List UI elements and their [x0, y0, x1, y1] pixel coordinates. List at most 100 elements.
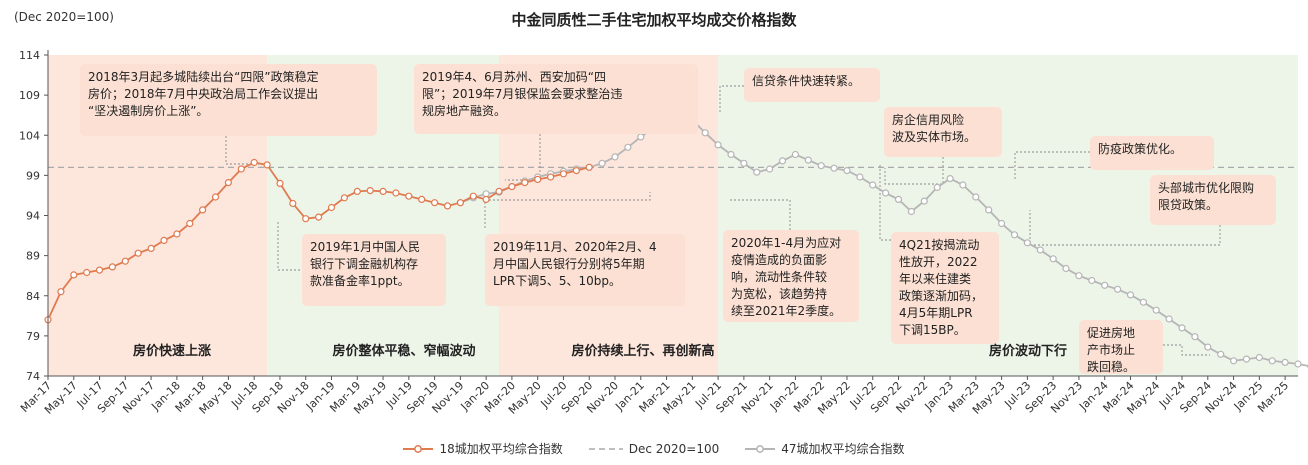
- series-point-1-32: [869, 181, 877, 189]
- series-point-1-38: [946, 175, 954, 183]
- chart-title: 中金同质性二手住宅加权平均成交价格指数: [511, 11, 797, 29]
- annotation-line-2-2: 规房地产融资。: [422, 103, 506, 118]
- series-point-0-16: [250, 158, 258, 167]
- series-point-1-53: [1139, 298, 1148, 306]
- series-point-0-2: [70, 271, 78, 279]
- annotation-line-5-1: 疫情造成的负面影: [731, 252, 827, 267]
- annotation-leader-0: [225, 136, 266, 165]
- series-point-0-19: [289, 199, 297, 208]
- phase-label-3: 房价波动下行: [989, 343, 1067, 359]
- series-point-1-61: [1242, 355, 1251, 363]
- annotation-leader-3: [484, 192, 651, 228]
- series-point-1-39: [959, 181, 967, 189]
- series-point-1-33: [881, 189, 890, 197]
- series-point-1-58: [1204, 343, 1212, 351]
- series-point-0-39: [546, 173, 555, 181]
- y-tick-label-7: 109: [19, 89, 40, 102]
- annotation-leader-5: [730, 199, 791, 230]
- series-point-0-11: [186, 219, 194, 228]
- series-point-1-56: [1178, 324, 1186, 332]
- series-point-0-33: [469, 192, 477, 200]
- annotation-line-0-1: 房价；2018年7月中央政治局工作会议提出: [88, 86, 318, 101]
- series-point-1-34: [894, 195, 903, 203]
- legend-swatch-47: [745, 444, 776, 453]
- series-point-0-13: [211, 193, 220, 201]
- series-point-0-4: [95, 266, 104, 274]
- legend-item-18: 18城加权平均综合指数: [403, 440, 563, 457]
- series-point-1-30: [843, 167, 851, 175]
- annotation-line-1-0: 2019年1月中国人民: [310, 239, 420, 254]
- series-point-0-35: [495, 187, 503, 195]
- series-point-1-20: [714, 141, 722, 149]
- series-point-0-8: [147, 244, 155, 252]
- annotation-line-9-0: 头部城市优化限购: [1158, 180, 1254, 195]
- legend-label-ref: Dec 2020=100: [628, 441, 720, 456]
- series-point-0-32: [456, 199, 464, 207]
- series-point-0-1: [57, 288, 65, 296]
- annotation-box-0: [80, 64, 377, 136]
- series-point-1-65: [1294, 360, 1302, 368]
- series-point-1-57: [1191, 333, 1199, 341]
- annotation-3: 2019年11月、2020年2月、4 月中国人民银行分别将5年期 LPR下调5、5、…: [485, 234, 685, 306]
- legend: 18城加权平均综合指数 Dec 2020=100 47城加权平均综合指数: [0, 440, 1308, 457]
- series-point-1-54: [1152, 306, 1160, 314]
- annotation-line-3-1: 月中国人民银行分别将5年期: [493, 256, 645, 271]
- annotation-leader-9: [1029, 210, 1221, 246]
- annotation-line-7-2: 年以来住建类: [899, 272, 971, 286]
- annotation-line-10-2: 跌回稳。: [1087, 359, 1135, 374]
- annotation-0: 2018年3月起多城陆续出台“四限”政策稳定房价；2018年7月中央政治局工作会…: [80, 64, 377, 136]
- annotation-line-5-4: 续至2021年2季度。: [731, 303, 841, 318]
- series-point-1-51: [1113, 285, 1122, 293]
- annotation-line-1-1: 银行下调金融机构存: [310, 256, 418, 271]
- series-point-0-30: [431, 199, 439, 207]
- series-point-0-15: [237, 165, 245, 173]
- series-point-0-25: [366, 187, 374, 195]
- series-point-0-18: [276, 179, 284, 187]
- series-point-1-27: [804, 156, 812, 164]
- series-point-0-24: [353, 187, 361, 195]
- annotation-box-3: [485, 234, 685, 306]
- series-point-1-40: [972, 193, 980, 201]
- series-point-1-59: [1217, 350, 1225, 358]
- unit-label: (Dec 2020=100): [14, 10, 114, 24]
- annotation-leader-8: [1014, 151, 1090, 180]
- series-point-1-44: [1023, 239, 1032, 247]
- series-point-0-22: [327, 203, 336, 212]
- annotation-line-5-3: 为宽松，该趋势持: [731, 286, 827, 301]
- series-point-1-12: [611, 153, 619, 161]
- annotation-leader-10: [1163, 344, 1210, 356]
- annotation-line-9-1: 限贷政策。: [1158, 198, 1218, 212]
- series-point-1-24: [765, 165, 774, 173]
- annotation-box-5: [723, 230, 859, 322]
- annotation-line-3-0: 2019年11月、2020年2月、4: [493, 240, 657, 254]
- annotation-line-0-2: “坚决遏制房价上涨”。: [88, 103, 208, 118]
- annotation-line-8-0: 防疫政策优化。: [1098, 141, 1182, 156]
- annotation-leader-1: [277, 222, 300, 271]
- series-point-1-41: [985, 206, 993, 214]
- series-point-1-22: [740, 159, 748, 167]
- series-point-0-14: [224, 179, 232, 187]
- annotation-8: 防疫政策优化。: [1090, 136, 1214, 170]
- series-point-0-23: [340, 194, 348, 202]
- legend-swatch-18: [403, 444, 434, 453]
- annotation-line-5-0: 2020年1-4月为应对: [731, 235, 841, 250]
- y-tick-label-2: 84: [26, 290, 40, 303]
- annotation-line-7-3: 政策逐渐加码，: [899, 289, 983, 303]
- series-point-0-40: [559, 170, 568, 178]
- annotation-line-4-0: 信贷条件快速转紧。: [752, 73, 860, 88]
- series-point-1-60: [1229, 357, 1238, 365]
- annotation-line-10-1: 产市场止: [1087, 342, 1135, 357]
- phase-label-0: 房价快速上涨: [133, 343, 211, 359]
- series-point-1-19: [701, 129, 709, 137]
- series-point-1-42: [997, 219, 1006, 228]
- series-point-1-37: [933, 183, 941, 191]
- annotation-line-6-1: 波及实体市场。: [892, 129, 976, 144]
- series-point-1-31: [856, 173, 864, 181]
- legend-label-47: 47城加权平均综合指数: [781, 442, 905, 456]
- series-point-1-48: [1075, 272, 1083, 280]
- annotation-line-3-2: LPR下调5、5、10bp。: [493, 274, 621, 288]
- annotation-leader-4: [719, 85, 744, 112]
- y-tick-label-4: 94: [26, 210, 40, 223]
